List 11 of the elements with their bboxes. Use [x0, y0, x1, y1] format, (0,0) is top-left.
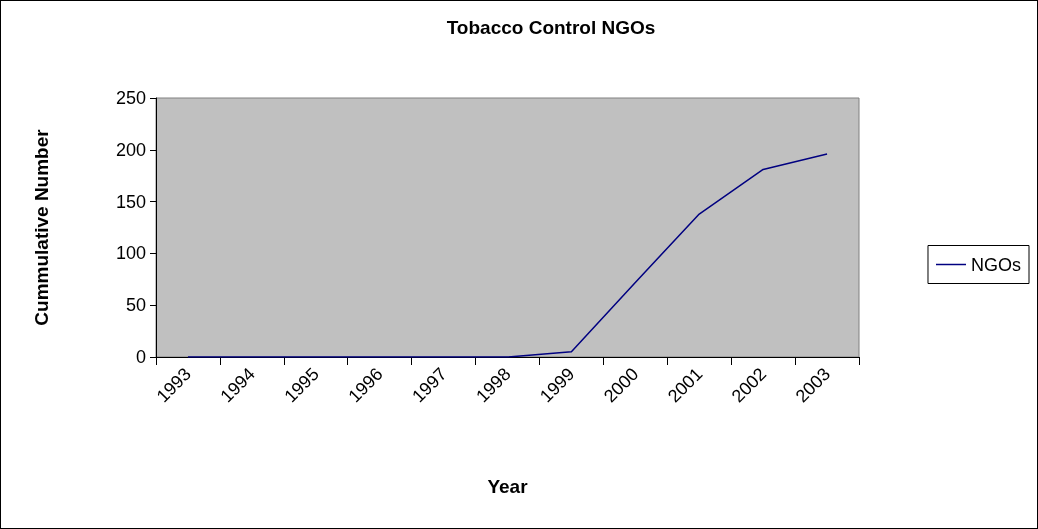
line-series: [187, 153, 828, 358]
y-tick-label: 250: [115, 88, 146, 108]
y-tick-label: 0: [135, 347, 146, 367]
y-axis-title: Cummulative Number: [31, 128, 52, 326]
y-tick-label: 200: [115, 139, 146, 160]
x-axis-title: Year: [487, 476, 529, 497]
y-tick-label: 100: [115, 243, 146, 264]
y-tick-label: 150: [115, 191, 146, 212]
chart-title: Tobacco Control NGOs: [446, 17, 656, 38]
y-tick-label: 50: [125, 295, 146, 316]
legend-label: NGOs: [971, 254, 1022, 275]
